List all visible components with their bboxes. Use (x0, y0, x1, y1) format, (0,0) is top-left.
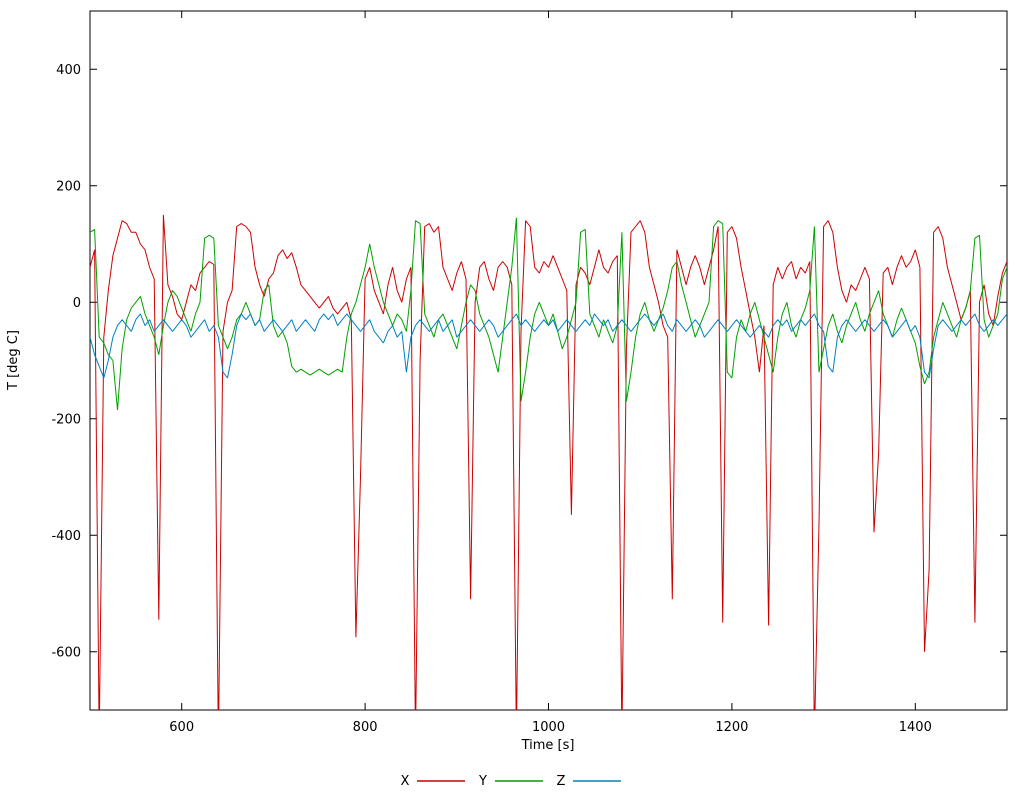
series-y-line (90, 217, 1007, 411)
y-tick-label: -400 (51, 529, 81, 544)
legend-item-x: X (401, 774, 465, 789)
legend-label: X (401, 774, 410, 789)
legend-label: Y (478, 774, 487, 789)
legend: X Y Z (401, 774, 621, 789)
series-x-line (90, 214, 1007, 710)
y-tick-label: -200 (51, 412, 81, 427)
y-tick-label: 0 (73, 296, 81, 311)
y-tick-label: -600 (51, 645, 81, 660)
plot-border (89, 10, 1008, 711)
legend-item-y: Y (478, 774, 543, 789)
legend-item-z: Z (557, 774, 621, 789)
x-axis-title: Time [s] (521, 738, 575, 753)
x-tick-label: 1000 (532, 720, 565, 735)
x-tick-label: 600 (169, 720, 194, 735)
x-tick-label: 800 (353, 720, 378, 735)
x-tick-label: 1400 (899, 720, 932, 735)
legend-label: Z (557, 774, 566, 789)
y-axis-title: T [deg C] (6, 330, 21, 391)
y-tick-label: 400 (56, 63, 81, 78)
series-lines (90, 214, 1007, 710)
series-z-line (90, 313, 1007, 379)
axes: 600 800 1000 1200 1400 -600 -400 -200 0 200 400 (51, 10, 1008, 735)
x-tick-label: 1200 (715, 720, 748, 735)
y-tick-label: 200 (56, 179, 81, 194)
